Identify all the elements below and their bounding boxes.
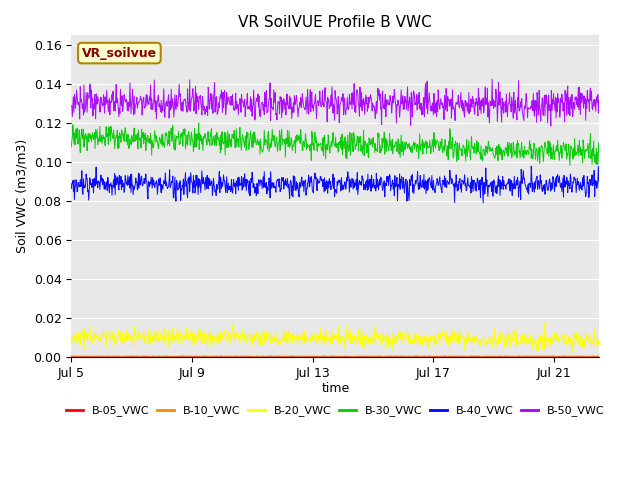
Title: VR SoilVUE Profile B VWC: VR SoilVUE Profile B VWC xyxy=(239,15,432,30)
Text: VR_soilvue: VR_soilvue xyxy=(82,47,157,60)
Y-axis label: Soil VWC (m3/m3): Soil VWC (m3/m3) xyxy=(15,139,28,253)
Legend: B-05_VWC, B-10_VWC, B-20_VWC, B-30_VWC, B-40_VWC, B-50_VWC: B-05_VWC, B-10_VWC, B-20_VWC, B-30_VWC, … xyxy=(62,401,609,421)
X-axis label: time: time xyxy=(321,383,349,396)
